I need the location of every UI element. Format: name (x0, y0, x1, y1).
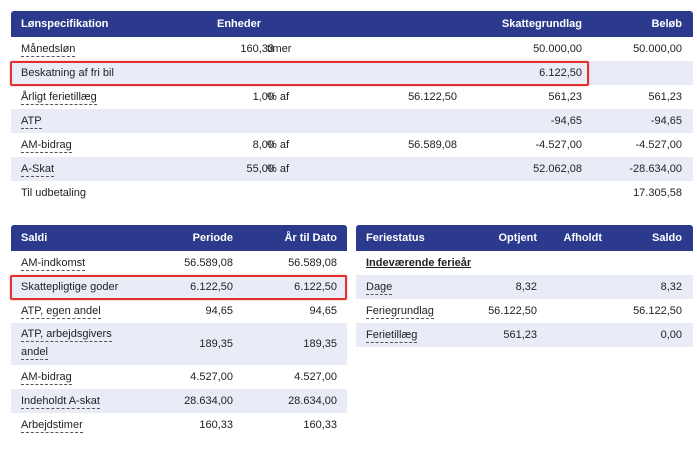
aar-cell: 4.527,00 (294, 371, 337, 383)
table-row: Skattepligtige goder 6.122,50 6.122,50 (11, 275, 347, 299)
table-row: AM-bidrag 8,00 % af 56.589,08 -4.527,00 … (11, 133, 693, 157)
amount-cell: 160,33 (240, 43, 274, 55)
grundlag-cell: -94,65 (550, 115, 582, 127)
feriestatus-header: Feriestatus Optjent Afholdt Saldo (356, 225, 693, 251)
table-row: AM-indkomst 56.589,08 56.589,08 (11, 251, 347, 275)
table-row: Månedsløn 160,33 timer 50.000,00 50.000,… (11, 37, 693, 61)
highlight-box-fri-bil (10, 61, 589, 86)
row-label-link-line2[interactable]: andel (21, 346, 48, 360)
row-label-link[interactable]: Feriegrundlag (366, 305, 434, 319)
row-label: Skattepligtige goder (21, 281, 119, 293)
optjent-cell: 561,23 (503, 329, 537, 341)
base-cell: 56.589,08 (408, 139, 457, 151)
belob-cell: -94,65 (650, 115, 682, 127)
grundlag-cell: -4.527,00 (535, 139, 582, 151)
row-label-link[interactable]: A-Skat (21, 163, 55, 177)
unit-cell: % af (267, 163, 290, 175)
periode-cell: 6.122,50 (190, 281, 233, 293)
periode-cell: 160,33 (199, 419, 233, 431)
row-label-link[interactable]: Årligt ferietillæg (21, 91, 97, 105)
periode-cell: 189,35 (199, 338, 233, 350)
grundlag-cell: 561,23 (548, 91, 582, 103)
aar-cell: 6.122,50 (294, 281, 337, 293)
unit-cell: % af (267, 91, 290, 103)
col-header-periode: Periode (192, 232, 233, 244)
col-header-enheder: Enheder (217, 18, 262, 30)
periode-cell: 4.527,00 (190, 371, 233, 383)
row-label-link[interactable]: Månedsløn (21, 43, 76, 57)
aar-cell: 94,65 (309, 305, 337, 317)
col-header-skattegrundlag: Skattegrundlag (501, 18, 582, 30)
grundlag-cell: 50.000,00 (533, 43, 582, 55)
grundlag-cell: 52.062,08 (533, 163, 582, 175)
row-label-link[interactable]: Ferietillæg (366, 329, 418, 343)
col-header-lonspecifikation: Lønspecifikation (21, 18, 109, 30)
periode-cell: 28.634,00 (184, 395, 233, 407)
unit-cell: % af (267, 139, 290, 151)
table-row: Indeholdt A-skat 28.634,00 28.634,00 (11, 389, 347, 413)
belob-cell: 50.000,00 (633, 43, 682, 55)
row-label-link[interactable]: AM-bidrag (21, 371, 72, 385)
row-label-link[interactable]: Dage (366, 281, 393, 295)
table-row: Ferietillæg 561,23 0,00 (356, 323, 693, 347)
aar-cell: 189,35 (303, 338, 337, 350)
section-row: Indeværende ferieår (356, 251, 693, 275)
col-header-afholdt: Afholdt (563, 232, 602, 244)
col-header-optjent: Optjent (498, 232, 538, 244)
row-label-link[interactable]: AM-bidrag (21, 139, 72, 153)
col-header-saldi: Saldi (21, 232, 48, 244)
belob-cell: -28.634,00 (629, 163, 682, 175)
base-cell: 56.122,50 (408, 91, 457, 103)
table-row: ATP -94,65 -94,65 (11, 109, 693, 133)
optjent-cell: 56.122,50 (488, 305, 537, 317)
belob-cell: 17.305,58 (633, 187, 682, 199)
table-row: Årligt ferietillæg 1,00 % af 56.122,50 5… (11, 85, 693, 109)
table-row-total: Til udbetaling 17.305,58 (11, 181, 693, 205)
aar-cell: 56.589,08 (288, 257, 337, 269)
table-row: Dage 8,32 8,32 (356, 275, 693, 299)
amount-cell: 1,00 (252, 91, 274, 103)
table-row: A-Skat 55,00 % af 52.062,08 -28.634,00 (11, 157, 693, 181)
saldo-cell: 56.122,50 (633, 305, 682, 317)
periode-cell: 56.589,08 (184, 257, 233, 269)
row-label-link-line1[interactable]: ATP, arbejdsgivers (21, 328, 112, 342)
amount-cell: 55,00 (246, 163, 274, 175)
belob-cell: -4.527,00 (635, 139, 682, 151)
grundlag-cell: 6.122,50 (539, 67, 582, 79)
table-row: Arbejdstimer 160,33 160,33 (11, 413, 347, 437)
highlight-box-skattepligtige-goder (10, 275, 347, 300)
amount-cell: 8,00 (252, 139, 274, 151)
periode-cell: 94,65 (205, 305, 233, 317)
saldo-cell: 0,00 (660, 329, 682, 341)
row-label: Beskatning af fri bil (21, 67, 114, 79)
table-row: Feriegrundlag 56.122,50 56.122,50 (356, 299, 693, 323)
table-row: AM-bidrag 4.527,00 4.527,00 (11, 365, 347, 389)
row-label-link[interactable]: AM-indkomst (21, 257, 86, 271)
table-row: Beskatning af fri bil 6.122,50 (11, 61, 693, 85)
col-header-belob: Beløb (651, 18, 682, 30)
col-header-saldo: Saldo (652, 232, 682, 244)
col-header-aar-til-dato: År til Dato (284, 232, 337, 244)
table-row: ATP, egen andel 94,65 94,65 (11, 299, 347, 323)
aar-cell: 160,33 (303, 419, 337, 431)
row-label-link[interactable]: Arbejdstimer (21, 419, 83, 433)
row-label-link[interactable]: Indeholdt A-skat (21, 395, 100, 409)
saldo-cell: 8,32 (660, 281, 682, 293)
section-title: Indeværende ferieår (366, 257, 472, 269)
saldi-header: Saldi Periode År til Dato (11, 225, 347, 251)
optjent-cell: 8,32 (515, 281, 537, 293)
unit-cell: timer (267, 43, 292, 55)
row-label: Til udbetaling (21, 187, 87, 199)
row-label-link[interactable]: ATP (21, 115, 42, 129)
aar-cell: 28.634,00 (288, 395, 337, 407)
lonspecifikation-header: Lønspecifikation Enheder Skattegrundlag … (11, 11, 693, 37)
col-header-feriestatus: Feriestatus (366, 232, 425, 244)
row-label-link[interactable]: ATP, egen andel (21, 305, 101, 319)
table-row: ATP, arbejdsgivers andel 189,35 189,35 (11, 323, 347, 365)
belob-cell: 561,23 (648, 91, 682, 103)
